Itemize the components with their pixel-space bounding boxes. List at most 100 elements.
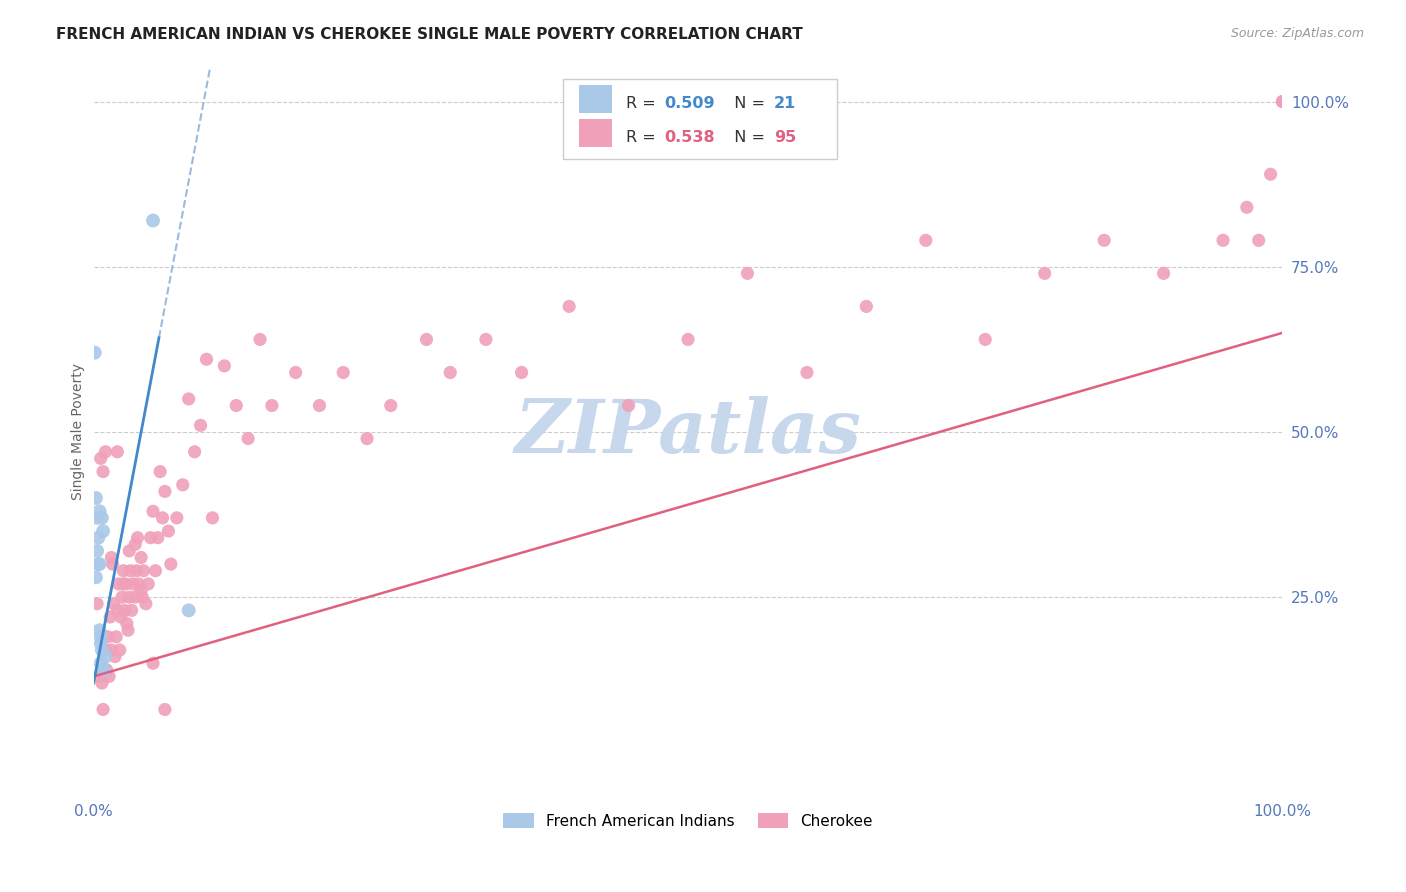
Point [114, 577, 136, 591]
Point [117, 623, 139, 637]
Point [1033, 266, 1056, 280]
Point [128, 577, 150, 591]
Point [796, 366, 818, 380]
Point [439, 366, 461, 380]
Text: R =: R = [626, 96, 661, 111]
Point [100, 550, 122, 565]
Text: ZIPatlas: ZIPatlas [515, 396, 862, 468]
Point [136, 577, 159, 591]
Point [152, 511, 174, 525]
Point [86, 597, 108, 611]
Point [1092, 233, 1115, 247]
Point [132, 564, 155, 578]
Point [111, 590, 134, 604]
Point [87, 531, 110, 545]
Point [90, 451, 112, 466]
Point [105, 630, 128, 644]
Point [160, 557, 183, 571]
Point [100, 643, 122, 657]
Text: 95: 95 [773, 130, 796, 145]
Point [142, 213, 165, 227]
Text: R =: R = [626, 130, 661, 145]
Point [145, 564, 167, 578]
Point [1236, 200, 1258, 214]
Point [91, 524, 114, 538]
Point [308, 399, 330, 413]
Y-axis label: Single Male Poverty: Single Male Poverty [72, 363, 86, 500]
Point [157, 524, 180, 538]
Point [127, 531, 149, 545]
Point [90, 630, 112, 644]
Point [98, 610, 121, 624]
Point [1247, 233, 1270, 247]
Point [94, 649, 117, 664]
Point [110, 610, 132, 624]
Point [183, 444, 205, 458]
Point [89, 504, 111, 518]
Point [1260, 167, 1282, 181]
Point [90, 636, 112, 650]
Point [380, 399, 402, 413]
Text: FRENCH AMERICAN INDIAN VS CHEROKEE SINGLE MALE POVERTY CORRELATION CHART: FRENCH AMERICAN INDIAN VS CHEROKEE SINGL… [56, 27, 803, 42]
FancyBboxPatch shape [579, 120, 612, 147]
Point [855, 300, 877, 314]
Point [676, 333, 699, 347]
FancyBboxPatch shape [564, 79, 837, 160]
FancyBboxPatch shape [579, 86, 612, 113]
Point [98, 669, 121, 683]
Point [153, 484, 176, 499]
Point [91, 702, 114, 716]
Point [124, 590, 146, 604]
Point [177, 392, 200, 406]
Point [510, 366, 533, 380]
Text: 0.509: 0.509 [664, 96, 714, 111]
Point [105, 603, 128, 617]
Point [153, 702, 176, 716]
Point [103, 597, 125, 611]
Point [190, 418, 212, 433]
Point [172, 478, 194, 492]
Point [124, 537, 146, 551]
Point [135, 597, 157, 611]
Point [86, 544, 108, 558]
Point [558, 300, 581, 314]
Point [236, 432, 259, 446]
Point [84, 491, 107, 505]
Point [115, 616, 138, 631]
Point [91, 465, 114, 479]
Point [139, 531, 162, 545]
Point [129, 583, 152, 598]
Text: 0.538: 0.538 [664, 130, 714, 145]
Text: N =: N = [724, 130, 770, 145]
Point [201, 511, 224, 525]
Point [177, 603, 200, 617]
Point [332, 366, 354, 380]
Point [146, 531, 169, 545]
Point [96, 663, 118, 677]
Point [83, 345, 105, 359]
Point [914, 233, 936, 247]
Point [94, 643, 117, 657]
Point [260, 399, 283, 413]
Point [112, 577, 135, 591]
Point [121, 577, 143, 591]
Point [114, 603, 136, 617]
Point [93, 663, 115, 677]
Point [737, 266, 759, 280]
Text: Source: ZipAtlas.com: Source: ZipAtlas.com [1230, 27, 1364, 40]
Point [121, 603, 143, 617]
Point [101, 557, 124, 571]
Point [84, 570, 107, 584]
Point [1271, 95, 1294, 109]
Point [142, 504, 165, 518]
Point [87, 557, 110, 571]
Point [90, 676, 112, 690]
Point [118, 544, 141, 558]
Point [90, 511, 112, 525]
Point [93, 663, 115, 677]
Point [249, 333, 271, 347]
Point [94, 444, 117, 458]
Point [166, 511, 188, 525]
Point [86, 511, 108, 525]
Point [104, 649, 127, 664]
